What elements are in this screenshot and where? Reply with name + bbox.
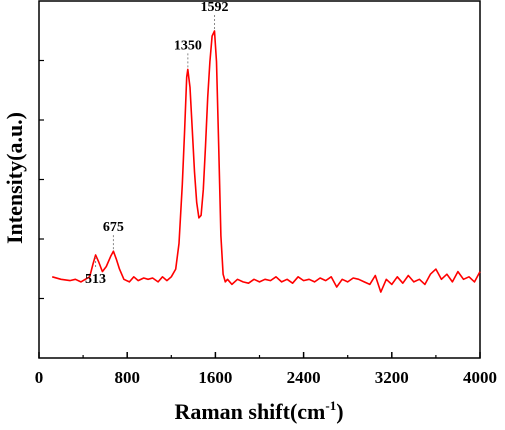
x-tick-label: 3200 [375, 368, 409, 387]
x-tick-label: 0 [35, 368, 44, 387]
x-tick-label: 1600 [198, 368, 232, 387]
x-axis-title-main: Raman shift(cm [174, 399, 325, 424]
x-tick-label: 800 [114, 368, 140, 387]
peak-label: 675 [103, 220, 124, 235]
x-axis-title: Raman shift(cm-1) [174, 398, 343, 424]
x-axis-title-suffix: ) [336, 399, 343, 424]
peak-label: 1592 [201, 0, 229, 15]
y-axis-title: Intensity(a.u.) [2, 112, 27, 244]
series-line [51, 30, 481, 293]
x-tick-label: 2400 [287, 368, 321, 387]
x-tick-label: 4000 [463, 368, 497, 387]
peak-label: 1350 [174, 38, 202, 53]
peak-label: 513 [85, 272, 106, 287]
peak-annotations: 513 675 1350 1592 [85, 0, 228, 287]
x-axis-title-superscript: -1 [325, 398, 336, 413]
x-axis-ticks: 0 800 1600 2400 3200 4000 [35, 352, 497, 387]
y-axis-ticks [39, 59, 44, 300]
plot-frame [38, 0, 481, 359]
